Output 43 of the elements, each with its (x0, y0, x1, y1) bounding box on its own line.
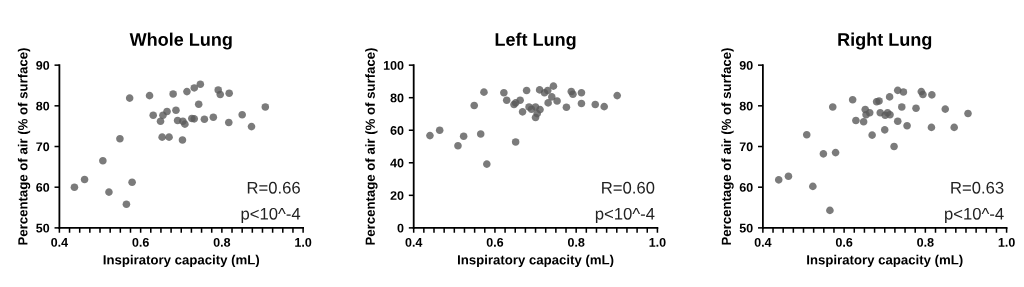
annotation: p<10^-4 (595, 207, 655, 223)
annotation: R=0.63 (951, 181, 1004, 194)
x-tick-label: 0.8 (213, 237, 231, 247)
x-tick-label: 1.0 (295, 237, 312, 247)
y-tick-label: 60 (739, 183, 753, 192)
y-tick-label: 60 (390, 126, 404, 135)
annotation: R=0.60 (602, 181, 655, 194)
chart-title: Whole Lung (129, 32, 232, 50)
y-tick-label: 60 (36, 183, 50, 192)
x-tick-label: 0.4 (754, 237, 772, 247)
annotation: p<10^-4 (241, 207, 301, 223)
y-axis-title: Percentage of air (% of surface) (721, 48, 734, 245)
y-tick-label: 100 (383, 60, 404, 70)
y-tick-label: 20 (390, 191, 404, 200)
y-tick-label: 50 (36, 223, 50, 233)
x-tick-label: 0.6 (132, 237, 149, 247)
y-tick-label: 40 (390, 158, 404, 168)
annotation: R=0.66 (247, 181, 300, 194)
annotation: p<10^-4 (945, 207, 1004, 223)
y-axis-title: Percentage of air (% of surface) (365, 48, 378, 245)
x-axis-title: Inspiratory capacity (mL) (807, 254, 963, 268)
y-tick-label: 80 (390, 93, 404, 103)
x-tick-label: 0.8 (917, 237, 934, 247)
x-tick-label: 0.6 (835, 237, 853, 247)
x-tick-label: 0.4 (51, 237, 69, 247)
y-tick-label: 70 (739, 142, 753, 152)
chart-title: Left Lung (495, 32, 576, 50)
x-axis-title: Inspiratory capacity (mL) (457, 254, 614, 268)
y-tick-label: 0 (397, 223, 404, 233)
y-tick-label: 90 (36, 60, 50, 70)
y-tick-label: 90 (739, 60, 753, 70)
x-tick-label: 0.8 (567, 237, 585, 247)
y-tick-label: 80 (36, 101, 50, 111)
x-tick-label: 1.0 (649, 237, 666, 247)
x-tick-label: 1.0 (998, 237, 1015, 247)
y-axis-title: Percentage of air (% of surface) (17, 48, 31, 245)
y-tick-label: 50 (739, 223, 753, 233)
y-tick-label: 70 (36, 142, 50, 152)
x-tick-label: 0.6 (486, 237, 504, 247)
y-tick-label: 80 (739, 101, 753, 111)
x-axis-title: Inspiratory capacity (mL) (103, 254, 260, 268)
x-tick-label: 0.4 (405, 237, 423, 247)
chart-title: Right Lung (838, 32, 932, 50)
